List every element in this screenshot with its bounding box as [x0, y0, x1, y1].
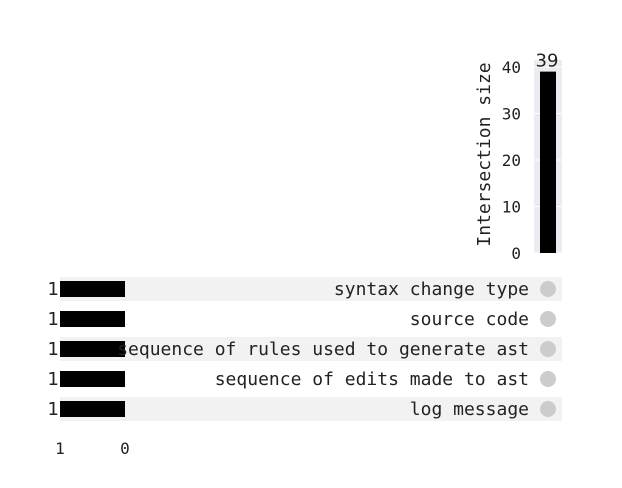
row-stripe	[60, 397, 562, 421]
row-stripe	[60, 337, 562, 361]
set-size-label: 1	[48, 369, 59, 390]
set-size-label: 1	[48, 339, 59, 360]
y-tick-label: 40	[502, 58, 521, 77]
y-tick-label: 20	[502, 151, 521, 170]
matrix-dot-inactive	[540, 371, 556, 387]
set-size-bar	[60, 281, 125, 297]
y-tick-label: 30	[502, 104, 521, 123]
set-size-label: 1	[48, 309, 59, 330]
set-name-label: sequence of rules used to generate ast	[117, 339, 529, 360]
set-size-label: 1	[48, 399, 59, 420]
set-size-bar	[60, 371, 125, 387]
intersection-bar-label: 39	[536, 51, 559, 72]
set-size-label: 1	[48, 279, 59, 300]
y-tick-label: 10	[502, 197, 521, 216]
matrix-dot-inactive	[540, 341, 556, 357]
set-name-label: sequence of edits made to ast	[215, 369, 529, 390]
matrix-dot-inactive	[540, 281, 556, 297]
set-size-bar	[60, 401, 125, 417]
set-size-bar	[60, 311, 125, 327]
matrix-dot-inactive	[540, 401, 556, 417]
matrix-row-stripes	[60, 277, 562, 421]
set-name-label: source code	[410, 309, 529, 330]
set-name-label: log message	[410, 399, 529, 420]
y-tick-label: 0	[511, 244, 521, 263]
set-size-bar	[60, 341, 125, 357]
y-axis-label: Intersection size	[474, 62, 495, 246]
x-tick-label: 1	[55, 439, 65, 458]
set-name-label: syntax change type	[334, 279, 529, 300]
set-size-panel: 1 1 1 1 1 1 0	[48, 279, 130, 458]
intersection-bar	[540, 71, 556, 254]
intersection-matrix: syntax change type source code sequence of…	[117, 279, 556, 420]
intersection-size-panel: 0 10 20 30 40 Intersection size 39	[474, 51, 562, 263]
matrix-dot-inactive	[540, 311, 556, 327]
x-tick-label: 0	[120, 439, 130, 458]
row-stripe	[60, 277, 562, 301]
